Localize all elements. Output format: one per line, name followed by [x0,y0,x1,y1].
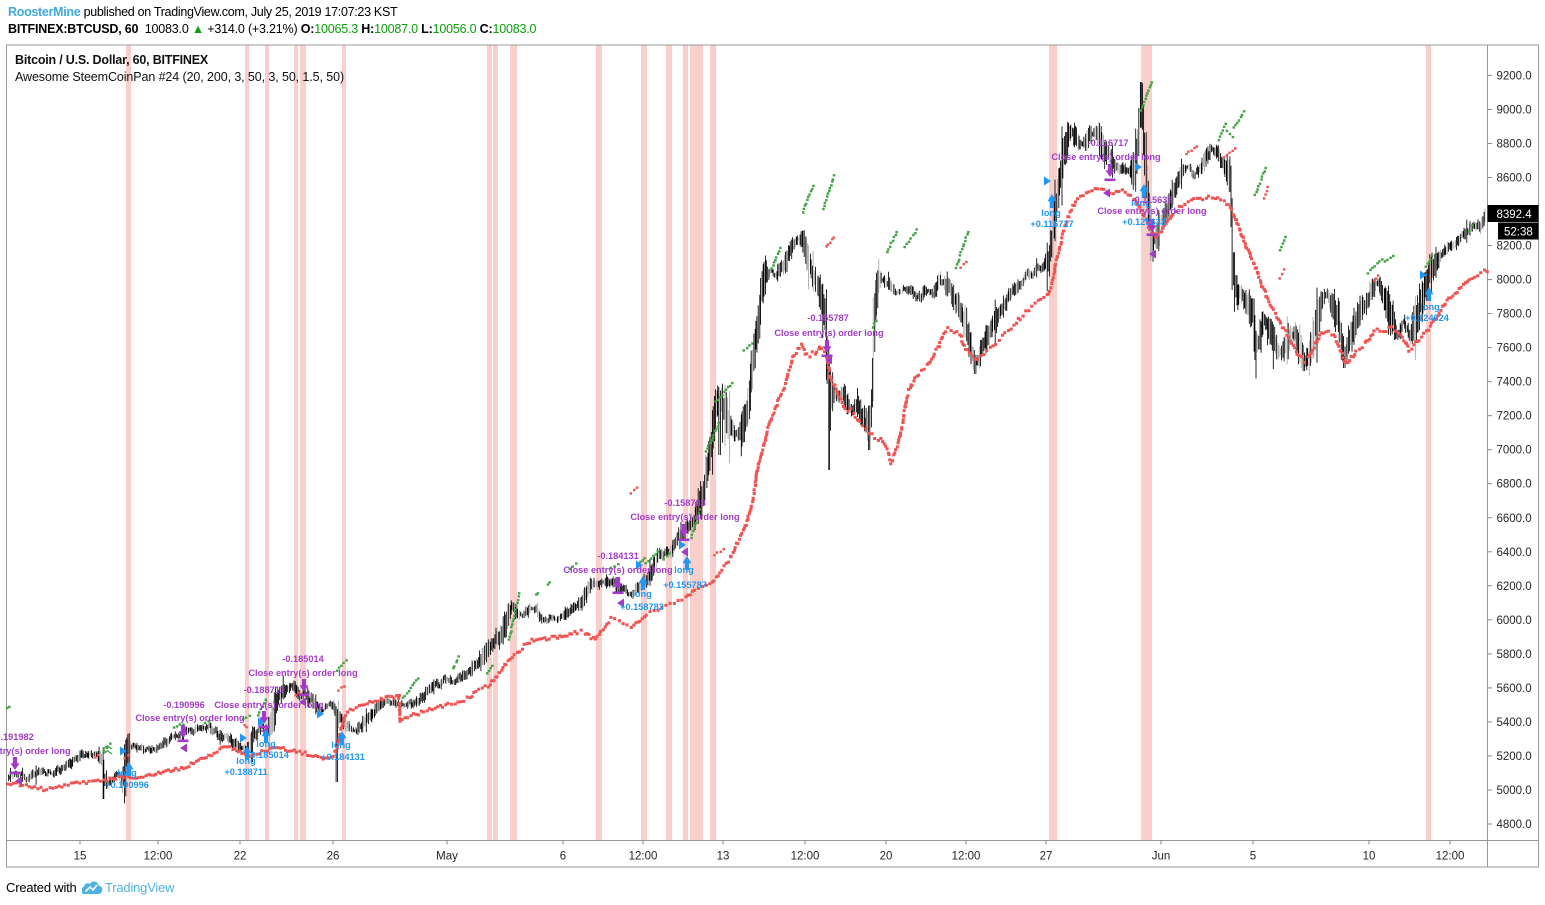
svg-text:5600.0: 5600.0 [1497,683,1532,695]
svg-text:Close entry(s) order long: Close entry(s) order long [135,713,244,723]
svg-text:Close entry(s) order long: Close entry(s) order long [0,746,71,756]
svg-text:6800.0: 6800.0 [1497,479,1532,491]
svg-text:-0.190996: -0.190996 [163,700,204,710]
svg-text:long: long [1131,198,1150,208]
svg-text:-0.184131: -0.184131 [597,551,638,561]
svg-text:+0.125633: +0.125633 [1122,217,1166,227]
svg-text:long: long [256,739,275,749]
svg-text:Close entry(s) order long: Close entry(s) order long [248,668,357,678]
svg-text:long: long [236,756,255,766]
svg-text:+0.116717: +0.116717 [1030,219,1073,229]
svg-text:7600.0: 7600.0 [1497,343,1532,355]
svg-text:5400.0: 5400.0 [1497,717,1532,729]
svg-text:6600.0: 6600.0 [1497,513,1532,525]
svg-text:6000.0: 6000.0 [1497,615,1532,627]
svg-text:12:00: 12:00 [144,851,173,863]
svg-text:8392.4: 8392.4 [1497,209,1533,221]
svg-text:-0.191982: -0.191982 [0,732,34,742]
svg-text:+0.155787: +0.155787 [663,580,707,590]
svg-text:52:38: 52:38 [1504,227,1533,239]
svg-text:15: 15 [74,851,87,863]
svg-text:-0.155787: -0.155787 [807,313,848,323]
svg-text:long: long [331,740,350,750]
svg-text:-0.158783: -0.158783 [664,498,705,508]
svg-text:7400.0: 7400.0 [1497,377,1532,389]
svg-text:long: long [674,565,693,575]
svg-text:12:00: 12:00 [952,851,981,863]
svg-text:+0.124624: +0.124624 [1405,313,1450,323]
svg-text:Jun: Jun [1152,851,1171,863]
svg-text:8000.0: 8000.0 [1497,275,1532,287]
svg-text:7800.0: 7800.0 [1497,309,1532,321]
svg-text:-0.116717: -0.116717 [1088,138,1129,148]
svg-text:Close entry(s) order long: Close entry(s) order long [774,328,883,338]
svg-text:-0.185014: -0.185014 [282,654,324,664]
svg-text:Close entry(s) order long: Close entry(s) order long [1051,152,1160,162]
svg-text:5000.0: 5000.0 [1497,785,1532,797]
svg-text:May: May [436,851,458,863]
svg-text:8600.0: 8600.0 [1497,173,1532,185]
svg-text:+0.185014: +0.185014 [245,750,290,760]
svg-text:long: long [1041,208,1060,218]
svg-text:long: long [632,589,651,599]
svg-text:Close entry(s) order long: Close entry(s) order long [563,565,672,575]
svg-text:6: 6 [560,851,566,863]
svg-text:+0.190996: +0.190996 [105,780,149,790]
svg-text:Close entry(s) order long: Close entry(s) order long [1097,206,1206,216]
svg-text:5800.0: 5800.0 [1497,649,1532,661]
svg-text:4800.0: 4800.0 [1497,819,1532,831]
svg-text:+0.184131: +0.184131 [321,752,365,762]
svg-text:20: 20 [880,851,893,863]
svg-text:9000.0: 9000.0 [1497,105,1532,117]
svg-text:26: 26 [327,851,340,863]
svg-text:27: 27 [1040,851,1053,863]
svg-text:7000.0: 7000.0 [1497,445,1532,457]
svg-text:22: 22 [234,851,247,863]
svg-text:-0.115633: -0.115633 [1132,195,1173,205]
svg-text:10: 10 [1363,851,1376,863]
svg-text:12:00: 12:00 [629,851,658,863]
svg-text:-0.188711: -0.188711 [244,685,285,695]
svg-text:+0.188711: +0.188711 [224,767,267,777]
svg-text:6200.0: 6200.0 [1497,581,1532,593]
svg-text:+0.158783: +0.158783 [620,602,664,612]
svg-text:6400.0: 6400.0 [1497,547,1532,559]
svg-text:5200.0: 5200.0 [1497,751,1532,763]
svg-text:8800.0: 8800.0 [1497,139,1532,151]
svg-text:Close entry(s) order long: Close entry(s) order long [214,700,323,710]
svg-text:Close entry(s) order long: Close entry(s) order long [630,512,739,522]
svg-text:12:00: 12:00 [1436,851,1465,863]
svg-text:long: long [1420,302,1439,312]
svg-text:7200.0: 7200.0 [1497,411,1532,423]
svg-text:8200.0: 8200.0 [1497,241,1532,253]
svg-text:5: 5 [1250,851,1256,863]
svg-text:long: long [117,768,136,778]
svg-text:12:00: 12:00 [791,851,820,863]
svg-text:9200.0: 9200.0 [1497,70,1532,82]
svg-text:13: 13 [717,851,730,863]
